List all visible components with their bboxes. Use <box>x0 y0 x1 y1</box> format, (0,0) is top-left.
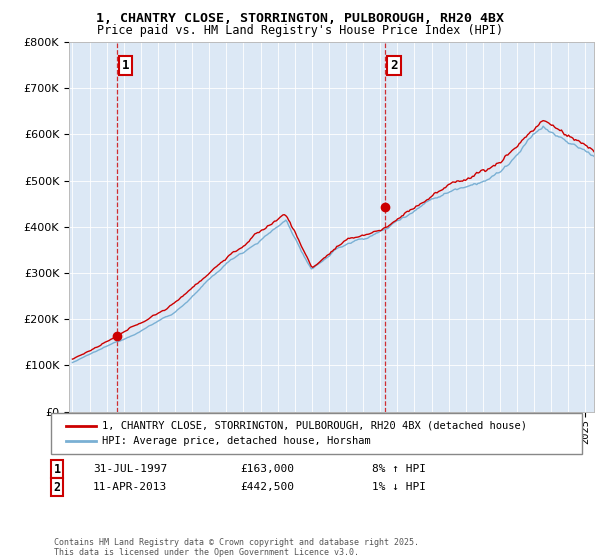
Text: 1, CHANTRY CLOSE, STORRINGTON, PULBOROUGH, RH20 4BX: 1, CHANTRY CLOSE, STORRINGTON, PULBOROUG… <box>96 12 504 25</box>
Text: 8% ↑ HPI: 8% ↑ HPI <box>372 464 426 474</box>
Text: 31-JUL-1997: 31-JUL-1997 <box>93 464 167 474</box>
Text: HPI: Average price, detached house, Horsham: HPI: Average price, detached house, Hors… <box>102 436 371 446</box>
Text: 1% ↓ HPI: 1% ↓ HPI <box>372 482 426 492</box>
Text: £442,500: £442,500 <box>240 482 294 492</box>
Text: Contains HM Land Registry data © Crown copyright and database right 2025.
This d: Contains HM Land Registry data © Crown c… <box>54 538 419 557</box>
Text: £163,000: £163,000 <box>240 464 294 474</box>
Text: 1: 1 <box>53 463 61 476</box>
Text: 11-APR-2013: 11-APR-2013 <box>93 482 167 492</box>
Text: 1, CHANTRY CLOSE, STORRINGTON, PULBOROUGH, RH20 4BX (detached house): 1, CHANTRY CLOSE, STORRINGTON, PULBOROUG… <box>102 421 527 431</box>
Text: Price paid vs. HM Land Registry's House Price Index (HPI): Price paid vs. HM Land Registry's House … <box>97 24 503 36</box>
Text: 2: 2 <box>53 480 61 494</box>
Text: 2: 2 <box>390 59 398 72</box>
Text: 1: 1 <box>122 59 129 72</box>
